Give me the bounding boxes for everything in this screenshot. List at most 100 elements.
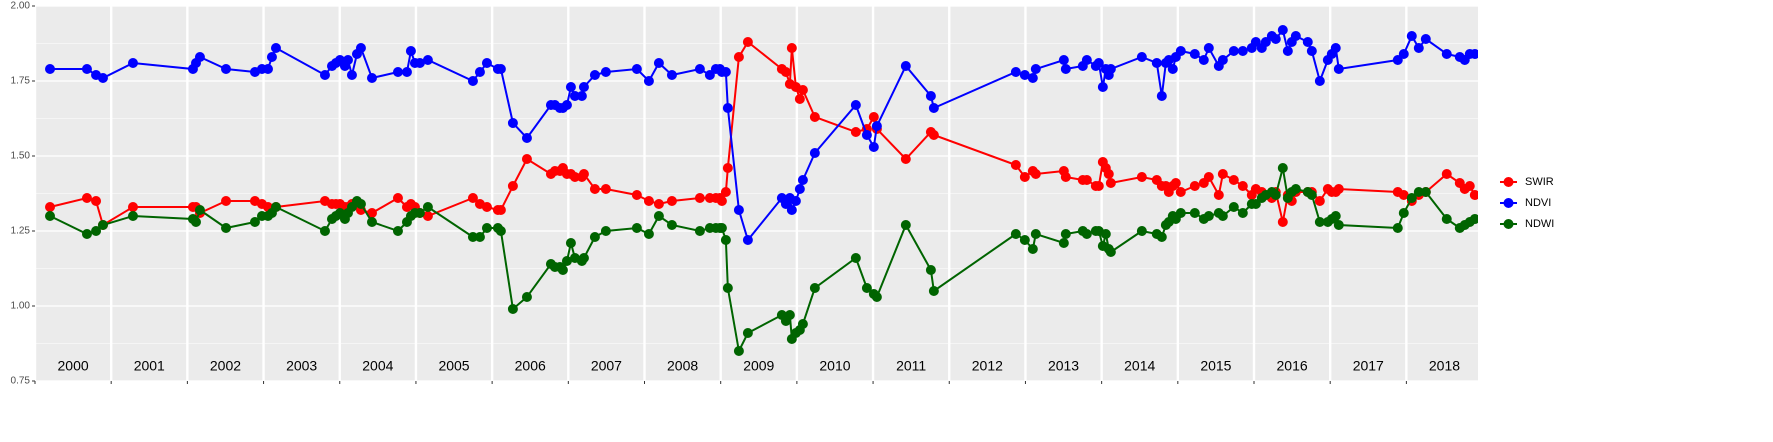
year-label: 2016 — [1277, 358, 1308, 374]
data-point — [422, 202, 433, 212]
data-point — [1464, 181, 1475, 191]
data-point — [1097, 82, 1108, 92]
data-point — [666, 220, 677, 230]
data-point — [97, 220, 108, 230]
data-point — [422, 55, 433, 65]
data-point — [1203, 43, 1214, 53]
data-point — [507, 118, 518, 128]
data-point — [1136, 226, 1147, 236]
year-label: 2003 — [286, 358, 317, 374]
data-point — [1093, 58, 1104, 68]
data-point — [1105, 178, 1116, 188]
data-point — [653, 58, 664, 68]
data-point — [1228, 46, 1239, 56]
data-point — [342, 55, 353, 65]
data-point — [1019, 172, 1030, 182]
data-point — [405, 46, 416, 56]
data-point — [1441, 49, 1452, 59]
data-point — [589, 70, 600, 80]
data-point — [1010, 160, 1021, 170]
data-point — [249, 217, 260, 227]
data-point — [861, 283, 872, 293]
data-point — [1156, 91, 1167, 101]
data-point — [722, 283, 733, 293]
legend-label: SWIR — [1525, 176, 1554, 188]
data-point — [1081, 175, 1092, 185]
data-point — [1156, 232, 1167, 242]
data-point — [786, 43, 797, 53]
data-point — [722, 163, 733, 173]
data-point — [1469, 49, 1478, 59]
data-point — [600, 226, 611, 236]
data-point — [81, 193, 92, 203]
data-point — [366, 208, 377, 218]
data-point — [127, 58, 138, 68]
data-point — [495, 64, 506, 74]
data-point — [1019, 235, 1030, 245]
data-point — [643, 196, 654, 206]
data-point — [742, 37, 753, 47]
data-point — [1306, 46, 1317, 56]
data-point — [1175, 46, 1186, 56]
data-point — [1030, 64, 1041, 74]
data-point — [194, 52, 205, 62]
data-point — [1027, 244, 1038, 254]
data-point — [127, 211, 138, 221]
data-point — [1441, 214, 1452, 224]
data-point — [467, 193, 478, 203]
data-point — [355, 199, 366, 209]
data-point — [392, 67, 403, 77]
data-point — [467, 76, 478, 86]
data-point — [1398, 208, 1409, 218]
data-point — [565, 238, 576, 248]
data-point — [1406, 31, 1417, 41]
y-tick-label: 1.75 — [11, 76, 31, 87]
data-point — [1398, 190, 1409, 200]
data-point — [1277, 25, 1288, 35]
data-point — [576, 91, 587, 101]
data-point — [474, 232, 485, 242]
data-point — [392, 193, 403, 203]
data-point — [557, 265, 568, 275]
data-point — [569, 91, 580, 101]
data-point — [1277, 163, 1288, 173]
data-point — [1189, 49, 1200, 59]
data-point — [850, 253, 861, 263]
data-point — [1314, 76, 1325, 86]
data-point — [578, 169, 589, 179]
data-point — [221, 64, 232, 74]
data-point — [221, 196, 232, 206]
data-point — [422, 211, 433, 221]
data-point — [797, 85, 808, 95]
data-point — [1019, 70, 1030, 80]
data-point — [653, 199, 664, 209]
data-point — [742, 235, 753, 245]
data-point — [797, 175, 808, 185]
year-label: 2009 — [743, 358, 774, 374]
data-point — [1302, 37, 1313, 47]
data-point — [643, 229, 654, 239]
year-label: 2002 — [210, 358, 241, 374]
data-point — [319, 70, 330, 80]
marks — [45, 25, 1478, 356]
y-tick-label: 1.25 — [11, 226, 31, 237]
data-point — [850, 127, 861, 137]
data-point — [221, 223, 232, 233]
data-point — [561, 100, 572, 110]
data-point — [1270, 190, 1281, 200]
data-point — [1105, 247, 1116, 257]
data-point — [733, 52, 744, 62]
data-point — [45, 202, 56, 212]
data-point — [1420, 34, 1431, 44]
data-point — [45, 211, 56, 221]
data-point — [716, 223, 727, 233]
legend: SWIR NDVI NDWI — [1500, 176, 1554, 230]
y-tick-label: 2.00 — [11, 1, 31, 12]
legend-item: NDVI — [1500, 197, 1551, 209]
data-point — [346, 70, 357, 80]
data-point — [925, 91, 936, 101]
year-label: 2006 — [515, 358, 546, 374]
data-point — [809, 283, 820, 293]
data-point — [1167, 64, 1178, 74]
